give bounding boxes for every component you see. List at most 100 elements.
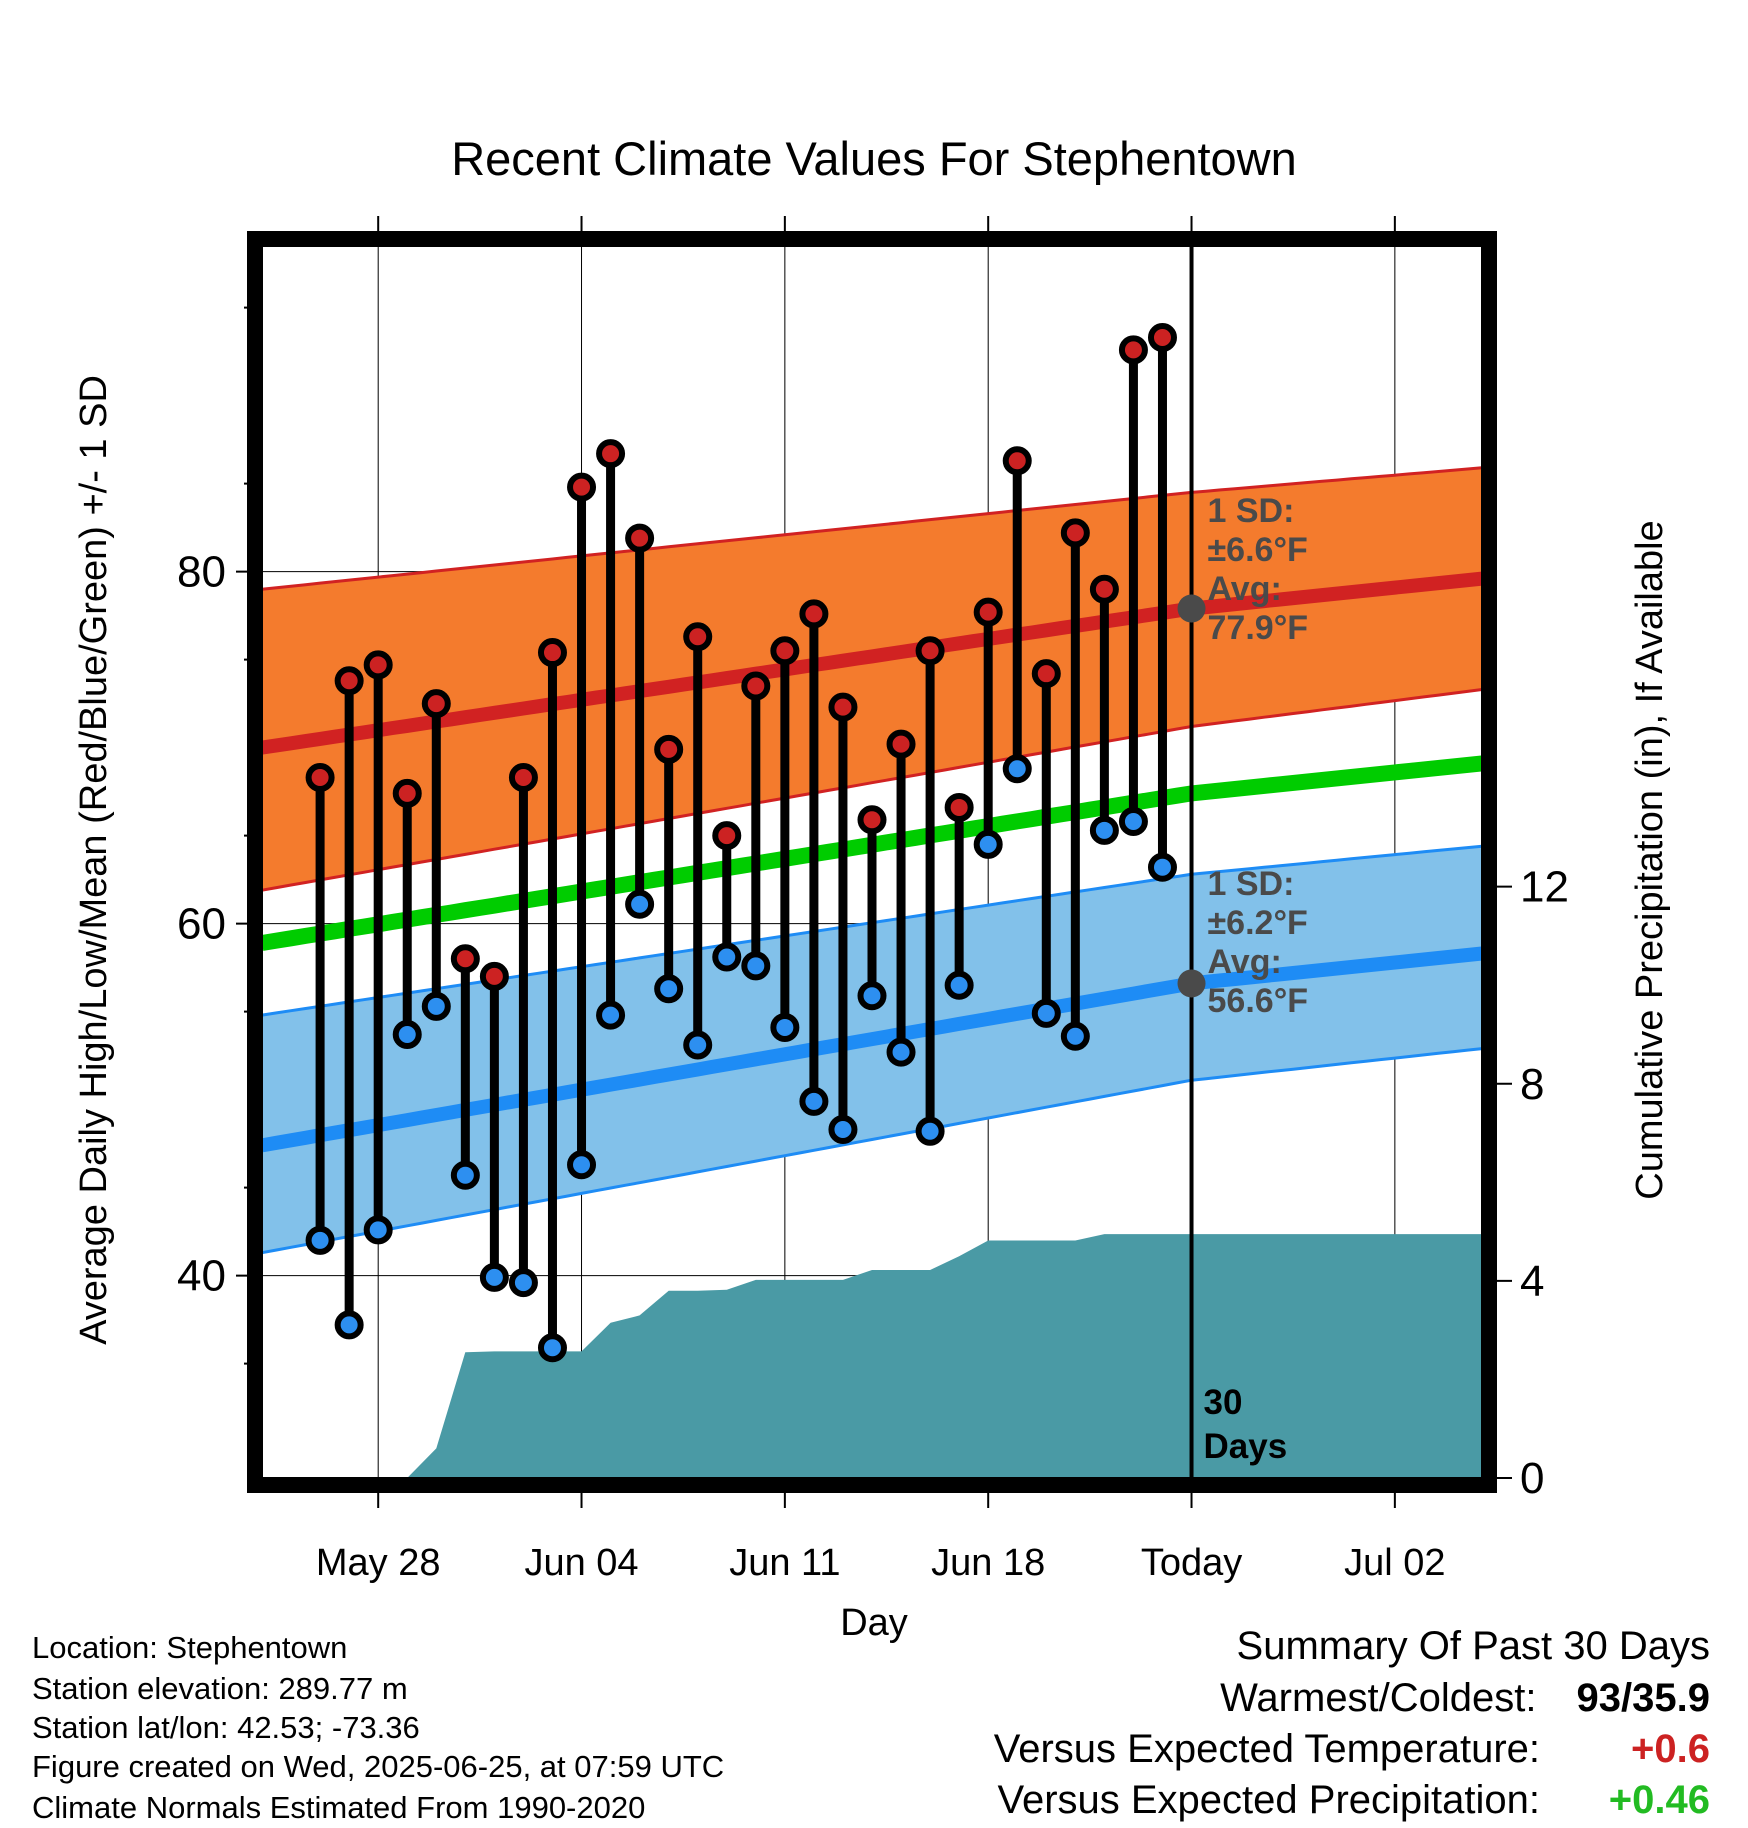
daily-high-point	[334, 666, 364, 696]
x-tick-label: Today	[1141, 1542, 1242, 1584]
plot-frame	[247, 231, 1497, 1493]
daily-low-point	[508, 1268, 538, 1298]
daily-low-point	[799, 1086, 829, 1116]
daily-low-point	[944, 970, 974, 1000]
x-tick-label: Jun 18	[931, 1542, 1045, 1584]
days-label-number: 30	[1204, 1383, 1243, 1422]
chart-title: Recent Climate Values For Stephentown	[451, 132, 1297, 185]
daily-low-point	[479, 1262, 509, 1292]
y-axis-left-label: Average Daily High/Low/Mean (Red/Blue/Gr…	[73, 375, 115, 1345]
daily-high-point	[1089, 574, 1119, 604]
daily-high-point	[567, 472, 597, 502]
x-axis: May 28 Jun 04 Jun 11 Jun 18 Today Jul 02	[316, 216, 1446, 1584]
y-tick-label: 80	[177, 548, 226, 597]
daily-low-point	[450, 1160, 480, 1190]
daily-low-point	[828, 1115, 858, 1145]
figure-created: Figure created on Wed, 2025-06-25, at 07…	[32, 1749, 725, 1784]
summary-heading: Summary Of Past 30 Days	[1236, 1624, 1710, 1668]
daily-low-point	[1060, 1021, 1090, 1051]
low-annotation-1: ±6.2°F	[1208, 904, 1308, 942]
normal-high-band	[262, 467, 1482, 891]
precip-area	[291, 1234, 1482, 1478]
high-annotation-3: 77.9°F	[1208, 609, 1309, 647]
daily-high-point	[1118, 335, 1148, 365]
daily-high-point	[537, 638, 567, 668]
normal-high-mean-line	[260, 571, 1483, 755]
daily-low-point	[1118, 807, 1148, 837]
summary-warmest-value: 93/35.9	[1576, 1676, 1710, 1720]
daily-low-point	[654, 974, 684, 1004]
daily-high-point	[596, 439, 626, 469]
y-right-tick-label: 0	[1520, 1454, 1544, 1503]
daily-low-point	[334, 1310, 364, 1340]
normal-high-band-upper-edge	[261, 466, 1483, 591]
x-tick-label: Jul 02	[1344, 1542, 1445, 1584]
summary-temp-row: Versus Expected Temperature: +0.6	[994, 1729, 1710, 1769]
days-label-text: Days	[1204, 1427, 1288, 1466]
daily-high-point	[1031, 659, 1061, 689]
daily-high-point	[392, 778, 422, 808]
y-axis-right-label: Cumulative Precipitation (in), If Availa…	[1629, 520, 1671, 1199]
daily-low-point	[683, 1030, 713, 1060]
left-axis: 40 60 80	[177, 306, 256, 1365]
x-axis-label: Day	[840, 1602, 908, 1644]
climate-normals-note: Climate Normals Estimated From 1990-2020	[32, 1790, 646, 1825]
high-annotation-0: 1 SD:	[1208, 492, 1295, 530]
daily-low-point	[392, 1019, 422, 1049]
daily-low-point	[567, 1150, 597, 1180]
daily-high-point	[421, 689, 451, 719]
summary-warmest-label: Warmest/Coldest:	[1220, 1676, 1537, 1720]
daily-high-point	[363, 650, 393, 680]
daily-high-point	[770, 636, 800, 666]
daily-high-point	[508, 763, 538, 793]
daily-high-point	[741, 671, 771, 701]
daily-high-point	[1147, 323, 1177, 353]
daily-low-point	[886, 1037, 916, 1067]
y-right-tick-label: 4	[1520, 1257, 1544, 1306]
daily-high-point	[799, 599, 829, 629]
summary-precip-row: Versus Expected Precipitation: +0.46	[997, 1780, 1710, 1820]
station-elevation: Station elevation: 289.77 m	[32, 1671, 408, 1706]
daily-low-point	[712, 942, 742, 972]
x-tick-label: May 28	[316, 1542, 441, 1584]
daily-low-point	[857, 981, 887, 1011]
avg-high-marker	[1177, 594, 1206, 623]
daily-low-point	[915, 1116, 945, 1146]
y-tick-label: 60	[177, 900, 226, 949]
daily-high-point	[305, 763, 335, 793]
daily-high-point	[944, 792, 974, 822]
daily-low-point	[421, 991, 451, 1021]
x-tick-label: Jun 11	[729, 1542, 840, 1584]
low-annotation-3: 56.6°F	[1208, 982, 1309, 1020]
y-right-tick-label: 8	[1520, 1060, 1544, 1109]
station-location: Location: Stephentown	[32, 1630, 348, 1665]
daily-low-point	[305, 1225, 335, 1255]
daily-high-point	[625, 523, 655, 553]
right-axis: 0 4 8 12	[1490, 863, 1569, 1503]
normal-low-band-lower-edge	[261, 1047, 1483, 1255]
daily-low-point	[1147, 852, 1177, 882]
daily-low-point	[537, 1333, 567, 1363]
daily-high-point	[857, 805, 887, 835]
daily-low-point	[741, 951, 771, 981]
daily-low-point	[770, 1012, 800, 1042]
y-tick-label: 40	[177, 1252, 226, 1301]
daily-high-point	[886, 729, 916, 759]
high-annotation-2: Avg:	[1208, 570, 1282, 608]
y-right-tick-label: 12	[1520, 863, 1569, 912]
x-tick-label: Jun 04	[524, 1542, 638, 1584]
daily-low-point	[625, 889, 655, 919]
daily-high-point	[828, 692, 858, 722]
daily-high-point	[654, 734, 684, 764]
daily-high-point	[712, 821, 742, 851]
daily-high-point	[1002, 446, 1032, 476]
daily-low-point	[1089, 815, 1119, 845]
avg-low-marker	[1177, 969, 1206, 998]
daily-high-point	[915, 636, 945, 666]
daily-low-point	[363, 1215, 393, 1245]
high-annotation-1: ±6.6°F	[1208, 531, 1308, 569]
summary-warmest-row: Warmest/Coldest: 93/35.9	[1220, 1678, 1710, 1718]
daily-high-point	[973, 597, 1003, 627]
summary-temp-label: Versus Expected Temperature:	[993, 1727, 1540, 1771]
